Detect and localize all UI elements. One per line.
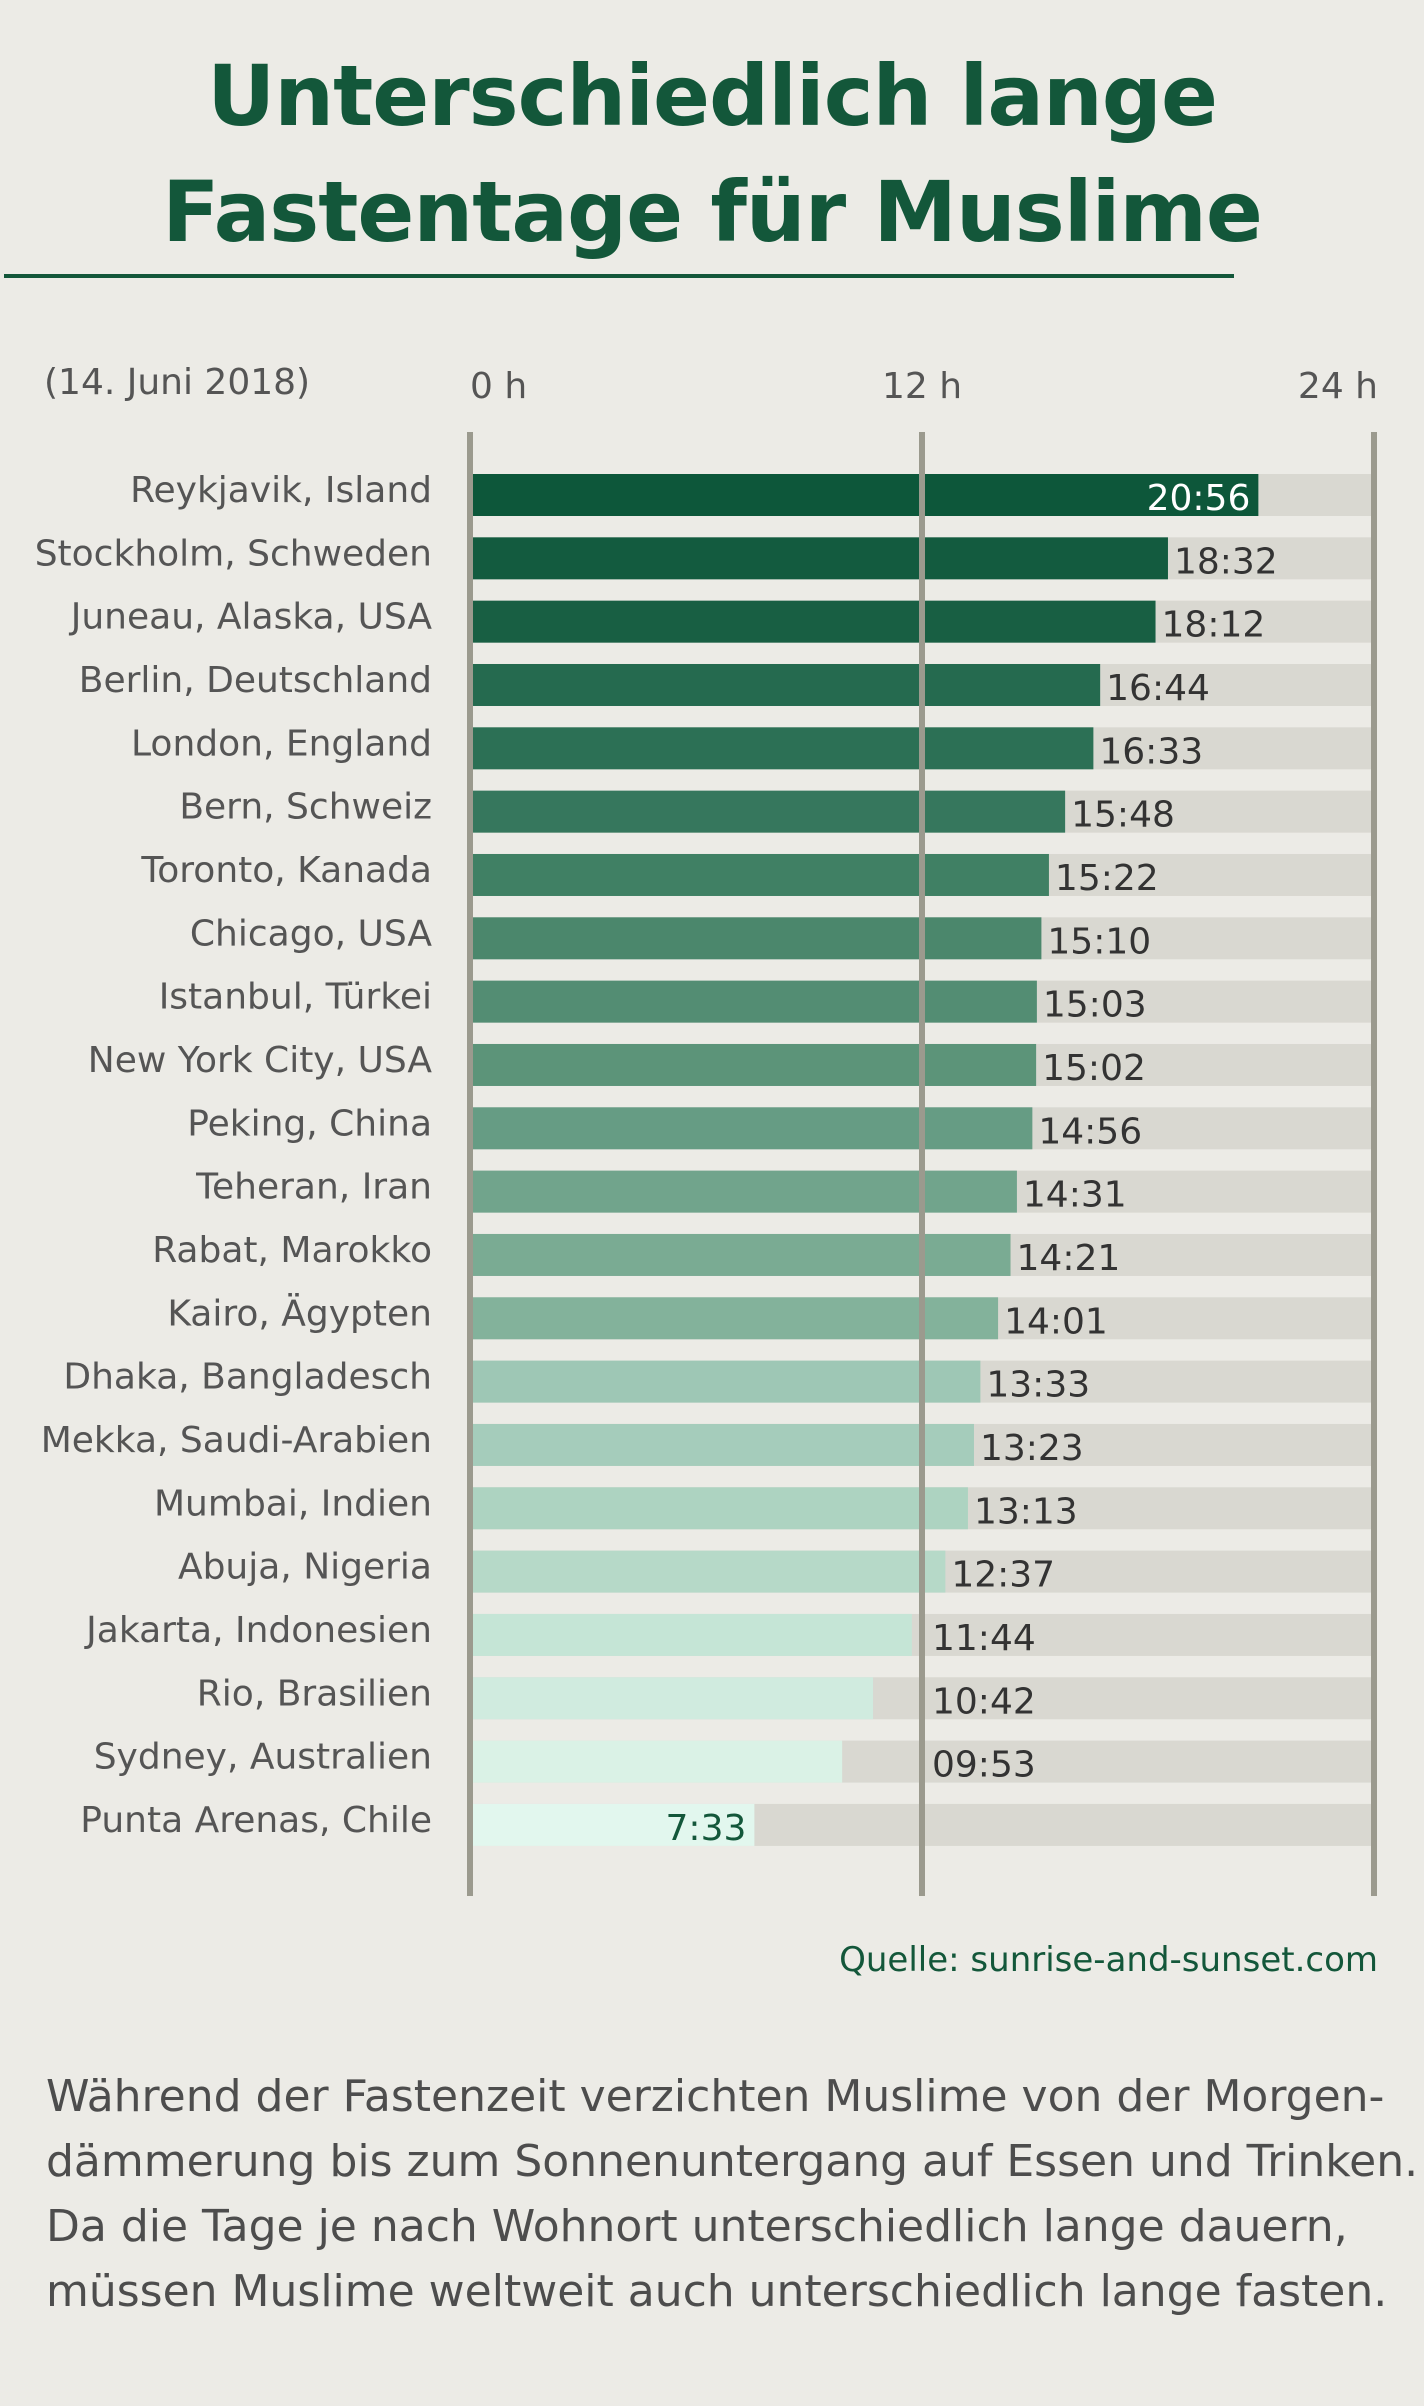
bar [470, 1487, 968, 1530]
category-label: Peking, China [187, 1103, 432, 1144]
category-label: Stockholm, Schweden [35, 533, 432, 574]
caption-line-2: dämmerung bis zum Sonnenuntergang auf Es… [46, 2136, 1419, 2187]
chart-title-line-2: Fastentage für Muslime [162, 163, 1263, 261]
bar-chart: 0 h 12 h 24 h Reykjavik, Island 20:56 Stockho… [35, 366, 1378, 1896]
category-label: Punta Arenas, Chile [80, 1800, 432, 1841]
bar [470, 600, 1156, 643]
value-label: 12:37 [951, 1555, 1055, 1596]
category-label: Bern, Schweiz [179, 787, 432, 828]
category-label: Rabat, Marokko [152, 1230, 432, 1271]
category-label: Abuja, Nigeria [178, 1547, 432, 1588]
category-label: Rio, Brasilien [197, 1673, 432, 1714]
value-label: 15:03 [1043, 985, 1147, 1026]
bar [470, 1297, 999, 1340]
title-underline [4, 274, 1234, 278]
value-label: 10:42 [932, 1681, 1036, 1722]
bar [470, 1360, 981, 1403]
value-label: 09:53 [932, 1745, 1036, 1786]
category-label: Dhaka, Bangladesch [63, 1357, 432, 1398]
axis-lines [467, 432, 1377, 1896]
caption: Während der Fastenzeit verzichten Muslim… [46, 2064, 1419, 2324]
bar [470, 1613, 912, 1656]
caption-line-4: müssen Muslime weltweit auch unterschied… [46, 2266, 1388, 2317]
bar [470, 1550, 946, 1593]
value-label: 14:01 [1004, 1301, 1108, 1342]
value-label: 7:33 [666, 1808, 747, 1849]
bar [470, 663, 1101, 706]
bar [470, 980, 1037, 1023]
axis-line-24 [1371, 432, 1377, 1896]
category-label: Mumbai, Indien [154, 1483, 432, 1524]
bar [470, 727, 1094, 770]
bar [470, 1170, 1017, 1213]
value-label: 13:33 [986, 1365, 1090, 1406]
bar [470, 853, 1049, 896]
value-label: 15:10 [1047, 921, 1151, 962]
category-label: Chicago, USA [190, 913, 432, 954]
bars [470, 474, 1259, 1846]
x-tick-label-12: 12 h [882, 366, 962, 407]
bar [470, 1677, 874, 1720]
category-label: Istanbul, Türkei [159, 977, 432, 1018]
value-label: 15:02 [1042, 1048, 1146, 1089]
value-label: 14:56 [1038, 1111, 1142, 1152]
bar [470, 1043, 1037, 1086]
bar [470, 1740, 843, 1783]
bar [470, 1107, 1033, 1150]
value-label: 14:21 [1017, 1238, 1121, 1279]
value-label: 13:23 [980, 1428, 1084, 1469]
value-label: 15:22 [1055, 858, 1159, 899]
category-label: Reykjavik, Island [130, 470, 432, 511]
category-label: Kairo, Ägypten [167, 1292, 432, 1334]
category-label: Juneau, Alaska, USA [69, 597, 433, 638]
value-label: 11:44 [932, 1618, 1036, 1659]
bar [470, 1803, 755, 1846]
axis-line-0 [467, 432, 473, 1896]
value-label: 16:44 [1106, 668, 1210, 709]
value-label: 18:12 [1162, 605, 1266, 646]
chart-title: Unterschiedlich lange Fastentage für Mus… [0, 38, 1424, 270]
category-label: Berlin, Deutschland [79, 660, 432, 701]
x-tick-label-24: 24 h [1298, 366, 1378, 407]
x-tick-label-0: 0 h [470, 366, 527, 407]
bar [470, 1423, 974, 1466]
bar [470, 790, 1066, 833]
caption-line-3: Da die Tage je nach Wohnort unterschiedl… [46, 2201, 1348, 2252]
caption-line-1: Während der Fastenzeit verzichten Muslim… [46, 2071, 1385, 2122]
source-note: Quelle: sunrise-and-sunset.com [839, 1940, 1378, 1980]
category-label: London, England [131, 723, 432, 764]
value-label: 18:32 [1174, 541, 1278, 582]
category-label: New York City, USA [88, 1040, 433, 1081]
value-label: 13:13 [974, 1491, 1078, 1532]
chart-labels: 0 h 12 h 24 h Reykjavik, Island 20:56 Stockho… [35, 366, 1378, 1849]
bar [470, 917, 1042, 960]
value-label: 16:33 [1099, 731, 1203, 772]
category-label: Toronto, Kanada [140, 850, 432, 891]
category-label: Teheran, Iran [195, 1167, 432, 1208]
category-label: Sydney, Australien [94, 1737, 432, 1778]
chart-title-line-1: Unterschiedlich lange [207, 47, 1218, 145]
value-label: 14:31 [1023, 1175, 1127, 1216]
category-label: Jakarta, Indonesien [84, 1610, 432, 1651]
category-label: Mekka, Saudi-Arabien [41, 1420, 432, 1461]
value-label: 15:48 [1071, 795, 1175, 836]
bar [470, 1233, 1011, 1276]
axis-line-12 [919, 432, 925, 1896]
date-note: (14. Juni 2018) [44, 362, 311, 403]
bar [470, 537, 1168, 580]
bar [470, 474, 1259, 516]
value-label: 20:56 [1147, 478, 1251, 519]
